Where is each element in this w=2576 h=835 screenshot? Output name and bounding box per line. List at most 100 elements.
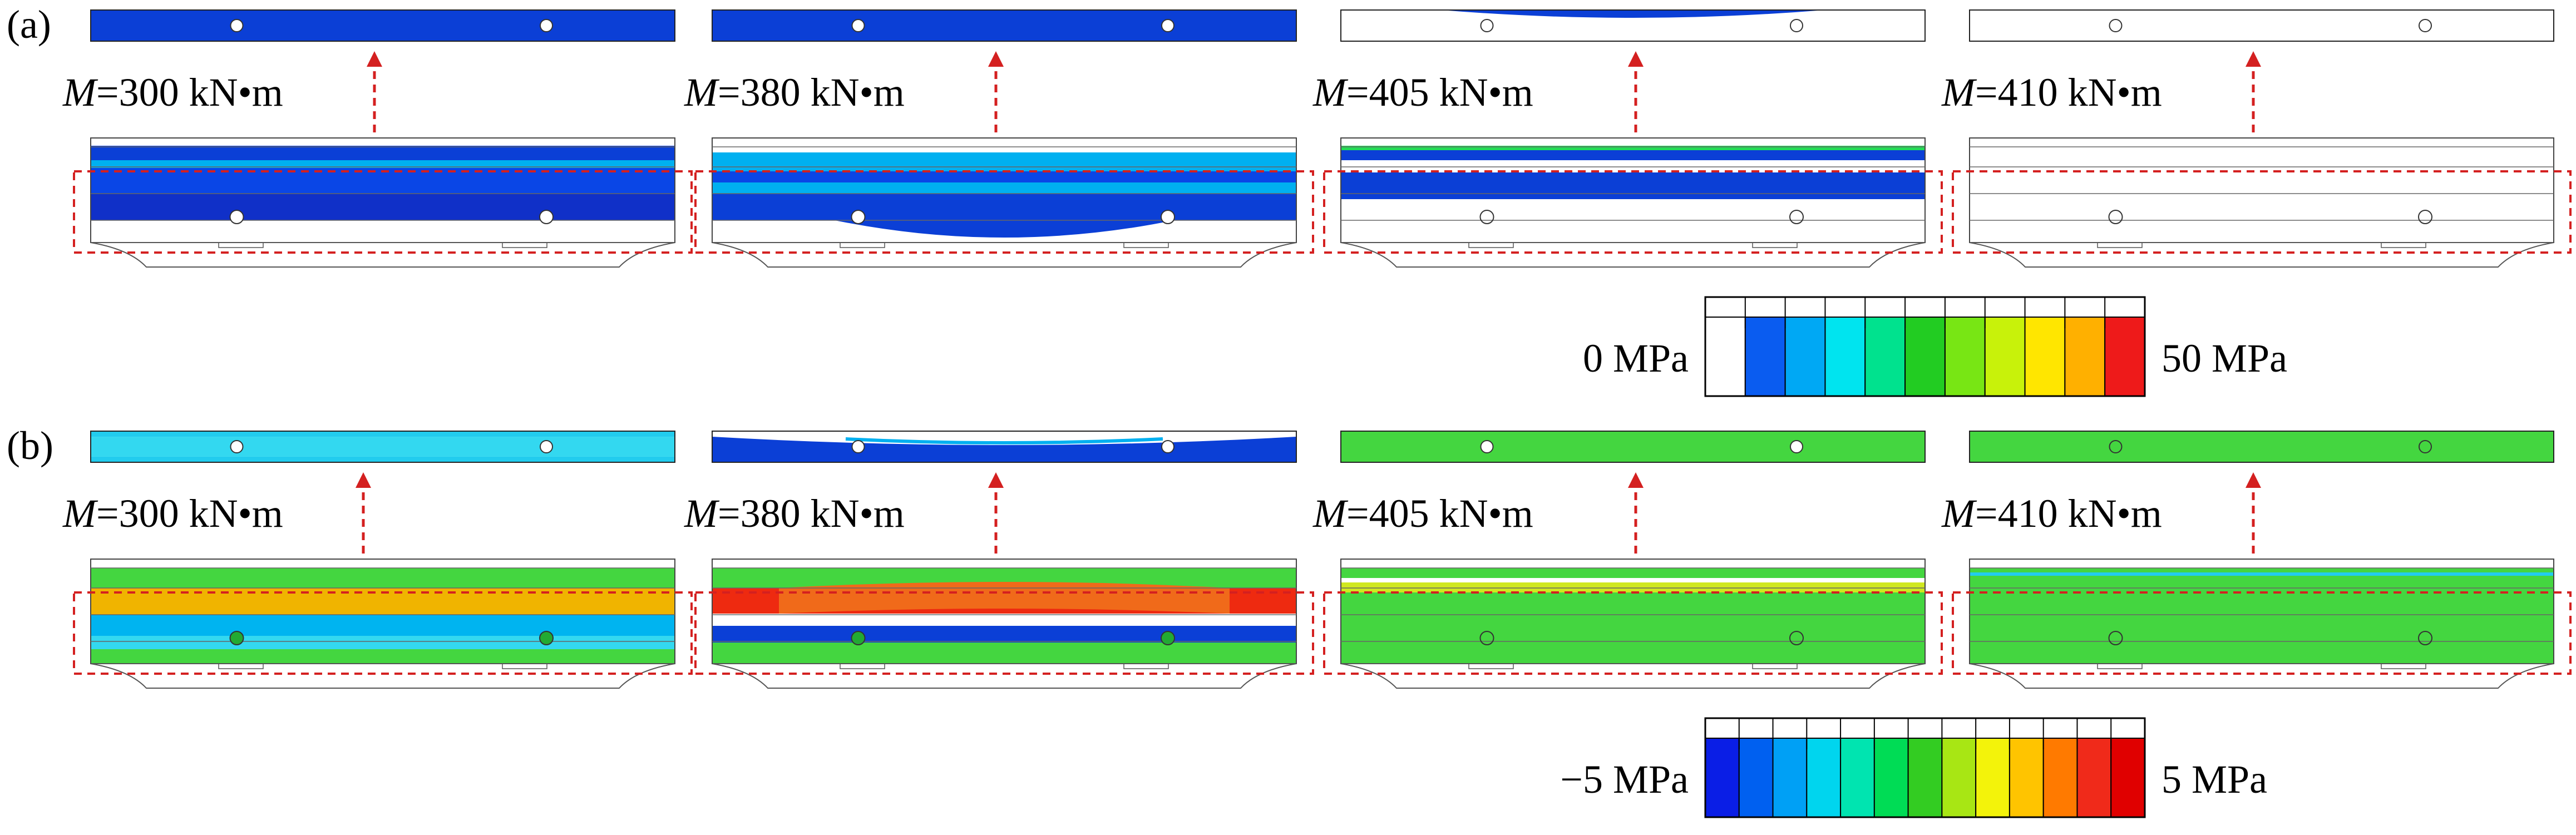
section-band	[91, 568, 675, 588]
section-band	[1341, 199, 1925, 243]
base-plate	[712, 242, 1297, 268]
section-strip	[1340, 9, 1926, 42]
moment-symbol: M	[1312, 70, 1349, 115]
blue-lobe	[835, 220, 1174, 238]
strip-cyan-line	[845, 437, 1163, 444]
base-slot	[2097, 663, 2143, 669]
bolt-hole	[1789, 210, 1804, 224]
legend-cell	[1840, 738, 1875, 818]
color-legend: 0 MPa 50 MPa	[1583, 296, 2287, 397]
strip-band	[91, 456, 675, 462]
beam-section	[712, 137, 1297, 268]
section-band	[1341, 146, 1925, 150]
base-slot	[2381, 242, 2426, 248]
highlight-box	[73, 170, 693, 254]
base-plate	[1340, 242, 1926, 268]
beam-section	[1969, 559, 2554, 689]
moment-symbol: M	[62, 70, 98, 115]
section-band	[1341, 138, 1925, 146]
bolt-hole	[539, 210, 554, 224]
section-band	[1970, 138, 2554, 243]
section-strip	[1340, 431, 1926, 463]
strip-outline	[1969, 431, 2554, 463]
section-strip	[1969, 431, 2554, 463]
moment-label: M=410 kN•m	[1941, 70, 2162, 115]
base-slot	[1123, 242, 1169, 248]
section-band	[1970, 572, 2554, 576]
moment-label: M=380 kN•m	[684, 491, 905, 536]
highlight-box	[1323, 170, 1943, 254]
bolt-hole	[2419, 440, 2432, 453]
bolt-hole	[851, 440, 865, 453]
stress-panel: M=405 kN•m	[1312, 9, 1943, 268]
base-plate	[1969, 663, 2554, 689]
moment-label: M=380 kN•m	[684, 70, 905, 115]
section-band	[91, 160, 675, 168]
highlight-box	[73, 591, 693, 675]
section-band	[712, 626, 1296, 643]
bolt-hole	[540, 19, 553, 32]
strip-outline	[1969, 9, 2554, 42]
base-slot	[2097, 242, 2143, 248]
moment-value: =380 kN•m	[718, 70, 905, 115]
section-band	[712, 559, 1296, 568]
moment-symbol: M	[1941, 491, 1977, 536]
legend-cell	[1772, 738, 1808, 818]
legend-frame	[1704, 296, 2146, 397]
bolt-hole	[851, 631, 866, 645]
bolt-hole	[1479, 631, 1494, 645]
beam-section	[712, 559, 1297, 689]
legend-frame	[1704, 717, 2146, 818]
bolt-hole	[2109, 19, 2123, 32]
section-band	[712, 182, 1296, 194]
bolt-hole	[1161, 19, 1175, 32]
strip-outline	[712, 9, 1297, 42]
legend-cell	[1806, 738, 1842, 818]
arrow-head	[367, 51, 382, 67]
beam-section	[1969, 137, 2554, 268]
section-band	[1341, 568, 1925, 578]
bolt-hole	[1480, 440, 1494, 453]
moment-label: M=405 kN•m	[1312, 70, 1533, 115]
bolt-hole	[1161, 440, 1175, 453]
legend-cell	[1904, 317, 1946, 397]
stress-panel: M=380 kN•m	[684, 431, 1314, 689]
strip-band	[712, 10, 1296, 41]
row-label: (a)	[7, 2, 51, 47]
bolt-hole	[1479, 210, 1494, 224]
section-band	[1341, 172, 1925, 199]
base-slot	[218, 242, 264, 248]
moment-symbol: M	[684, 70, 720, 115]
stress-panel: M=300 kN•m	[62, 9, 693, 268]
legend-cell	[1705, 738, 1740, 818]
strip-band	[91, 10, 675, 41]
section-band	[1341, 559, 1925, 568]
section-band	[91, 194, 675, 220]
section-band	[91, 615, 675, 636]
strip-blue-lens	[1441, 10, 1825, 18]
legend-cell	[1824, 317, 1866, 397]
figure-row: (b)M=300 kN•m M=380 kN•m M=405 kN•m M=410 k…	[7, 423, 2572, 818]
bolt-hole	[1790, 440, 1803, 453]
moment-symbol: M	[684, 491, 720, 536]
section-band	[91, 636, 675, 649]
legend-min-label: −5 MPa	[1560, 757, 1689, 802]
bolt-hole	[2418, 631, 2432, 645]
legend-cell	[1944, 317, 1986, 397]
row-label: (b)	[7, 423, 53, 468]
moment-label: M=410 kN•m	[1941, 491, 2162, 536]
beam-section	[1340, 137, 1926, 268]
bolt-hole	[851, 210, 866, 224]
legend-cell	[1784, 317, 1826, 397]
legend-cell	[1907, 738, 1943, 818]
section-band	[91, 146, 675, 160]
section-band	[1341, 160, 1925, 172]
legend-cell	[2009, 738, 2044, 818]
moment-value: =300 kN•m	[96, 70, 283, 115]
section-band	[91, 559, 675, 568]
beam-section	[90, 559, 675, 689]
strip-band	[1341, 431, 1925, 462]
legend-cell	[1738, 738, 1774, 818]
arrow-head	[2246, 51, 2261, 67]
orange-core	[779, 582, 1230, 614]
